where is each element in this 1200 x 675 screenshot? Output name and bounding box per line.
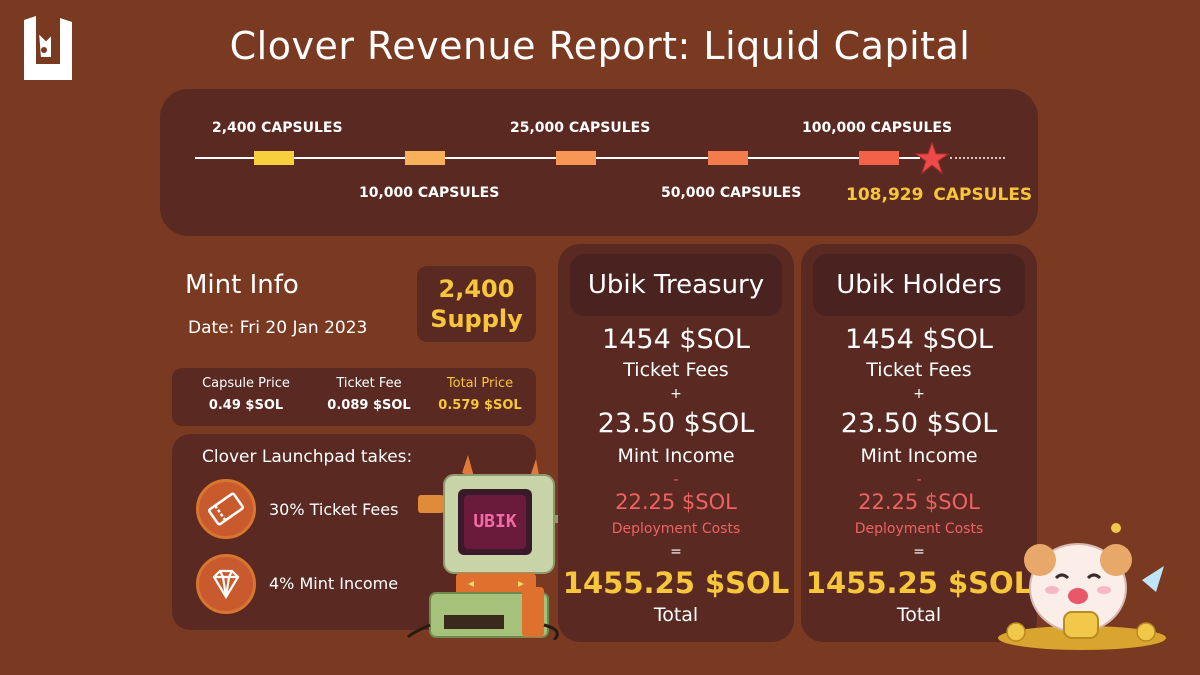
treasury-minus: - — [673, 472, 679, 488]
holders-deploy-value: 22.25 $SOL — [858, 490, 980, 514]
timeline-dotted-line — [950, 157, 1005, 159]
total-price-value: 0.579 $SOL — [438, 398, 522, 413]
capsule-price-label: Capsule Price — [202, 376, 290, 391]
capsule-timeline: 2,400 CAPSULES 10,000 CAPSULES 25,000 CA… — [160, 89, 1038, 236]
treasury-deploy-label: Deployment Costs — [611, 521, 741, 537]
milestone-marker-2400 — [254, 151, 294, 165]
capsule-price: Capsule Price 0.49 $SOL — [186, 376, 306, 413]
holders-ticket-label: Ticket Fees — [866, 359, 972, 381]
ticket-fee-label: Ticket Fee — [336, 376, 402, 391]
milestone-marker-10000 — [405, 151, 445, 165]
price-breakdown: Capsule Price 0.49 $SOL Ticket Fee 0.089… — [172, 368, 536, 426]
page-title: Clover Revenue Report: Liquid Capital — [229, 24, 971, 68]
holders-card: Ubik Holders 1454 $SOL Ticket Fees + 23.… — [801, 244, 1037, 642]
holders-ticket-value: 1454 $SOL — [845, 324, 993, 355]
treasury-ticket-value: 1454 $SOL — [602, 324, 750, 355]
treasury-mint-value: 23.50 $SOL — [597, 408, 755, 439]
treasury-card-title: Ubik Treasury — [570, 254, 782, 316]
holders-deploy-label: Deployment Costs — [854, 521, 984, 537]
milestone-label-50000: 50,000 CAPSULES — [661, 185, 802, 201]
holders-mint-value: 23.50 $SOL — [840, 408, 998, 439]
treasury-equals: = — [670, 544, 682, 560]
milestone-label-2400: 2,400 CAPSULES — [212, 120, 343, 136]
mint-date: Date: Fri 20 Jan 2023 — [188, 318, 368, 338]
treasury-card: Ubik Treasury 1454 $SOL Ticket Fees + 23… — [558, 244, 794, 642]
supply-badge: 2,400 Supply — [417, 266, 536, 342]
holders-total-label: Total — [896, 604, 942, 626]
milestone-label-100000: 100,000 CAPSULES — [802, 120, 953, 136]
ticket-fee: Ticket Fee 0.089 $SOL — [314, 376, 424, 413]
holders-total-value: 1455.25 $SOL — [805, 566, 1033, 600]
mint-income-share: 4% Mint Income — [269, 574, 399, 593]
supply-label: Supply — [430, 305, 523, 333]
holders-card-title: Ubik Holders — [813, 254, 1025, 316]
treasury-total-label: Total — [653, 604, 699, 626]
holders-equals: = — [913, 544, 925, 560]
mint-info-title: Mint Info — [185, 270, 299, 300]
total-price-label: Total Price — [446, 376, 514, 391]
ubik-logo — [24, 16, 72, 80]
ticket-fee-share: 30% Ticket Fees — [269, 500, 399, 519]
holders-minus: - — [916, 472, 922, 488]
milestone-marker-100000 — [859, 151, 899, 165]
capsule-price-value: 0.49 $SOL — [208, 398, 284, 413]
current-capsule-count: 108,929 CAPSULES — [846, 185, 1033, 205]
treasury-deploy-value: 22.25 $SOL — [615, 490, 737, 514]
launchpad-title: Clover Launchpad takes: — [202, 447, 413, 467]
treasury-ticket-label: Ticket Fees — [623, 359, 729, 381]
mascot-illustration — [998, 523, 1166, 650]
treasury-plus: + — [670, 386, 682, 402]
ticket-icon — [196, 479, 256, 539]
supply-value: 2,400 — [438, 275, 515, 303]
milestone-label-10000: 10,000 CAPSULES — [359, 185, 500, 201]
holders-mint-label: Mint Income — [860, 445, 978, 467]
treasury-total-value: 1455.25 $SOL — [562, 566, 790, 600]
diamond-icon — [196, 554, 256, 614]
total-price: Total Price 0.579 $SOL — [430, 376, 530, 413]
robot-screen-text: UBIK — [473, 511, 517, 532]
robot-illustration: UBIK — [406, 455, 568, 640]
star-icon — [915, 142, 949, 174]
milestone-marker-25000 — [556, 151, 596, 165]
milestone-label-25000: 25,000 CAPSULES — [510, 120, 651, 136]
milestone-marker-50000 — [708, 151, 748, 165]
treasury-mint-label: Mint Income — [617, 445, 735, 467]
holders-plus: + — [913, 386, 925, 402]
ticket-fee-value: 0.089 $SOL — [327, 398, 411, 413]
